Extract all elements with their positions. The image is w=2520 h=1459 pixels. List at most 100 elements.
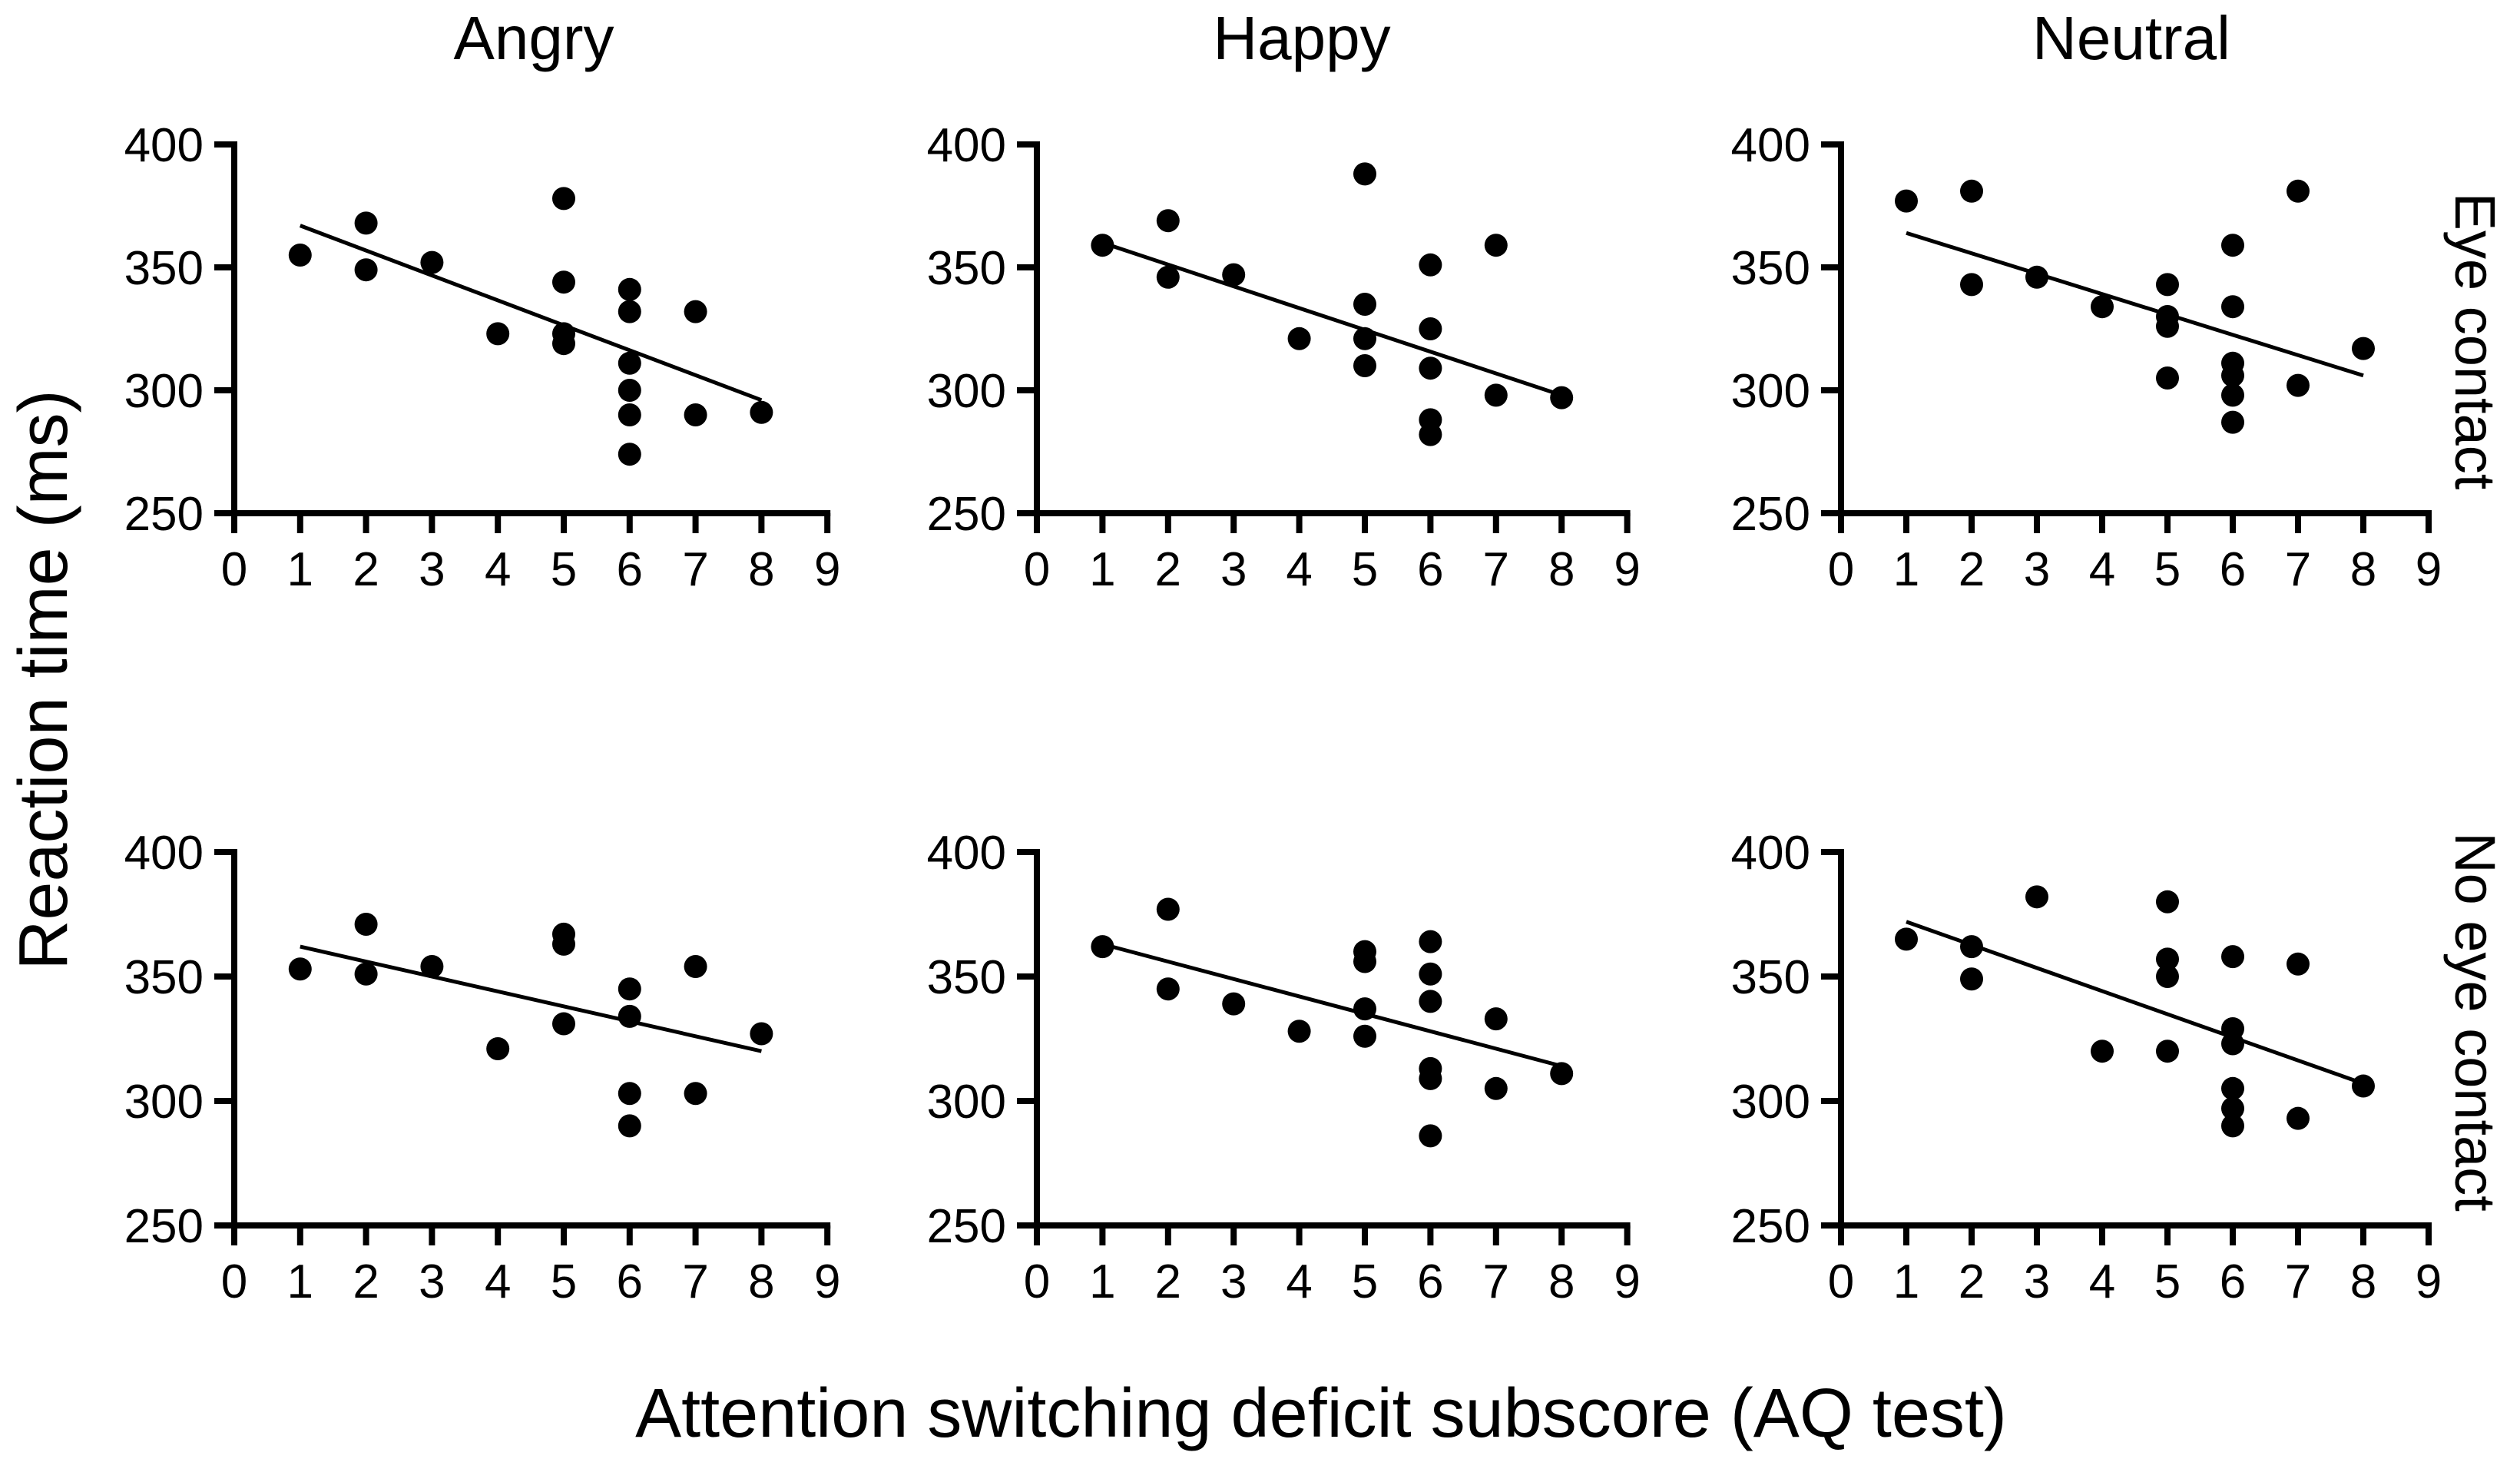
x-tick-label: 3 (1220, 1255, 1247, 1308)
data-point (2221, 234, 2244, 257)
data-point (618, 977, 641, 1001)
data-point (1353, 1024, 1376, 1048)
column-title-neutral: Neutral (2032, 4, 2230, 72)
x-tick-label: 9 (1614, 543, 1640, 596)
x-tick-label: 9 (2416, 543, 2442, 596)
data-point (1353, 293, 1376, 317)
data-point (2221, 1114, 2244, 1138)
data-point (1419, 253, 1442, 277)
x-tick-label: 1 (1893, 1255, 1919, 1308)
data-point (1484, 1007, 1508, 1031)
data-point (2156, 965, 2179, 988)
y-tick-label: 300 (1731, 365, 1810, 418)
data-point (618, 277, 641, 301)
data-point (486, 1036, 510, 1060)
trend-line (299, 224, 763, 403)
data-point (288, 957, 312, 981)
data-point (1419, 1124, 1442, 1148)
data-point (1419, 962, 1442, 986)
x-tick-label: 3 (419, 543, 445, 596)
data-point (1222, 263, 1246, 287)
data-point (2091, 1040, 2114, 1063)
data-point (354, 912, 378, 936)
data-point (551, 932, 575, 956)
data-point (2221, 295, 2244, 319)
data-point (1419, 1066, 1442, 1090)
data-point (551, 187, 575, 211)
data-point (1484, 383, 1508, 407)
data-point (2221, 1032, 2244, 1056)
y-tick-label: 300 (124, 1076, 204, 1129)
y-tick-label: 250 (927, 488, 1006, 541)
data-point (1895, 927, 1918, 951)
x-tick-label: 4 (2089, 543, 2115, 596)
x-tick-label: 5 (1352, 1255, 1378, 1308)
data-point (2156, 1040, 2179, 1063)
x-tick-label: 1 (1089, 1255, 1115, 1308)
y-tick-label: 350 (124, 242, 204, 295)
y-tick-label: 250 (124, 488, 204, 541)
data-point (1091, 935, 1114, 959)
y-tick-label: 350 (927, 242, 1006, 295)
data-point (1484, 234, 1508, 257)
data-point (684, 300, 707, 323)
column-title-happy: Happy (1213, 4, 1391, 72)
data-point (2156, 366, 2179, 390)
y-tick-label: 300 (927, 1076, 1006, 1129)
y-tick-label: 400 (124, 827, 204, 880)
data-point (420, 955, 444, 979)
x-tick-label: 0 (1828, 1255, 1854, 1308)
data-point (684, 955, 707, 979)
data-point (618, 378, 641, 402)
x-tick-label: 7 (2285, 1255, 2311, 1308)
y-tick-label: 250 (1731, 488, 1810, 541)
data-point (2221, 410, 2244, 434)
x-tick-label: 6 (2220, 543, 2246, 596)
x-tick-label: 4 (485, 543, 511, 596)
x-tick-label: 9 (1614, 1255, 1640, 1308)
data-point (1156, 265, 1180, 289)
data-point (354, 258, 378, 282)
data-point (1484, 1076, 1508, 1100)
data-point (1091, 234, 1114, 257)
data-point (2025, 265, 2048, 289)
data-point (486, 322, 510, 346)
scatter-panel-neutral-no-eye-contact: 400 350 300 250 0 1 2 3 4 5 6 7 8 9 (1731, 827, 2442, 1308)
x-tick-label: 7 (1483, 543, 1509, 596)
scatter-panel-neutral-eye-contact: 400 350 300 250 0 1 2 3 4 5 6 7 8 9 (1731, 119, 2442, 596)
data-point (1895, 189, 1918, 213)
y-tick-label: 350 (124, 951, 204, 1004)
x-tick-label: 8 (2350, 543, 2376, 596)
data-point (1419, 317, 1442, 341)
x-axis-title: Attention switching deficit subscore (AQ… (635, 1375, 2007, 1452)
data-point (2352, 1074, 2375, 1098)
x-tick-label: 9 (814, 543, 840, 596)
data-point (2352, 337, 2375, 360)
data-point (2221, 1076, 2244, 1100)
data-point (2091, 295, 2114, 319)
y-tick-label: 350 (1731, 951, 1810, 1004)
y-tick-label: 300 (927, 365, 1006, 418)
data-point (618, 403, 641, 426)
y-tick-label: 300 (124, 365, 204, 418)
data-point (684, 403, 707, 426)
y-tick-label: 350 (1731, 242, 1810, 295)
x-tick-label: 2 (1959, 1255, 1985, 1308)
trend-line (1101, 942, 1562, 1069)
scatter-panel-happy-eye-contact: 400 350 300 250 0 1 2 3 4 5 6 7 8 9 (927, 119, 1641, 596)
y-tick-label: 350 (927, 951, 1006, 1004)
x-tick-label: 6 (2220, 1255, 2246, 1308)
x-tick-label: 5 (551, 1255, 577, 1308)
data-point (618, 1082, 641, 1106)
x-tick-label: 8 (748, 1255, 774, 1308)
trend-line (300, 944, 762, 1053)
y-tick-label: 400 (1731, 119, 1810, 172)
x-tick-label: 0 (1024, 1255, 1050, 1308)
y-tick-label: 400 (927, 119, 1006, 172)
data-point (1960, 179, 1983, 203)
data-point (1156, 209, 1180, 233)
x-tick-label: 0 (221, 543, 247, 596)
x-tick-label: 2 (353, 543, 379, 596)
data-point (354, 211, 378, 235)
y-tick-label: 400 (927, 827, 1006, 880)
